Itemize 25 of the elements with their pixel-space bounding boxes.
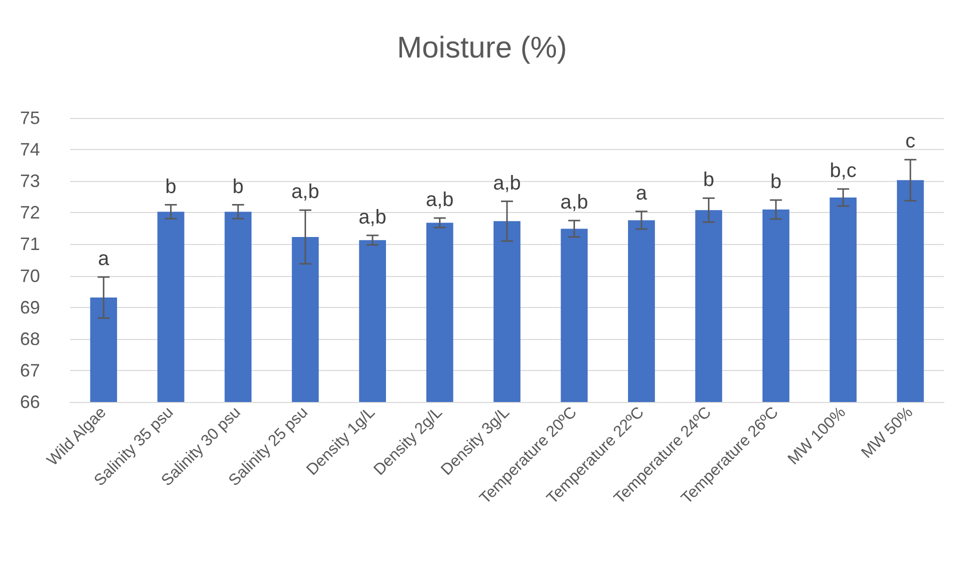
y-tick-label: 69 <box>20 297 40 318</box>
data-label: a,b <box>493 172 521 194</box>
y-tick-label: 72 <box>20 202 40 223</box>
data-label: b <box>703 169 714 192</box>
x-tick-label: MW 50% <box>858 404 916 462</box>
y-tick-label: 70 <box>20 266 40 286</box>
data-label: a,b <box>426 189 454 212</box>
data-label: a <box>636 182 648 204</box>
y-tick-label: 71 <box>20 234 40 254</box>
data-label: c <box>905 130 916 153</box>
y-tick-label: 67 <box>20 360 40 380</box>
data-label: a,b <box>560 192 588 214</box>
data-label: a <box>98 248 110 270</box>
y-tick-label: 68 <box>20 328 40 349</box>
y-tick-label: 66 <box>20 392 40 412</box>
data-label: b <box>770 171 782 194</box>
data-label: a,b <box>358 206 386 228</box>
data-label: b <box>165 176 176 198</box>
y-tick-label: 73 <box>20 171 40 192</box>
chart-title: Moisture (%) <box>396 32 568 64</box>
y-tick-label: 74 <box>20 140 40 160</box>
data-label: b <box>232 176 244 198</box>
y-tick-label: 75 <box>20 108 40 128</box>
data-label: b,c <box>830 160 856 182</box>
data-label: a,b <box>291 181 320 204</box>
